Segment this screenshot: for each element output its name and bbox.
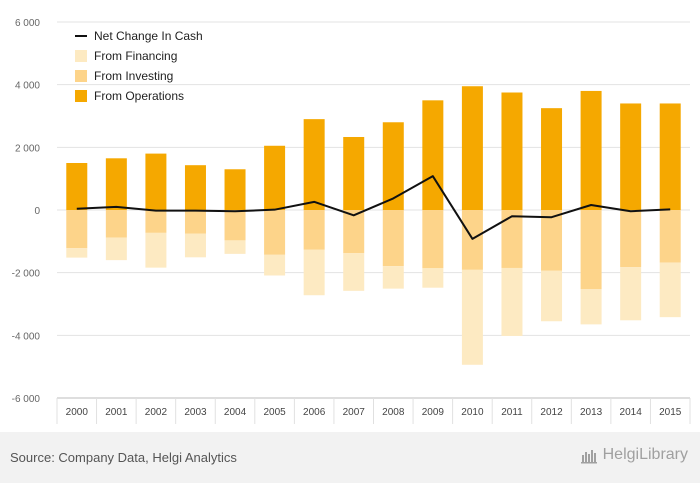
bar-from-investing [343, 210, 365, 254]
bar-from-operations [541, 108, 563, 210]
x-tick-label: 2013 [580, 407, 603, 418]
bar-from-investing [501, 210, 523, 268]
x-tick-label: 2015 [659, 407, 682, 418]
bar-from-investing [580, 210, 602, 290]
source-note: Source: Company Data, Helgi Analytics [10, 450, 237, 465]
bar-from-operations [659, 103, 681, 210]
bar-from-investing [105, 210, 127, 238]
bar-from-investing [461, 210, 483, 270]
bar-from-financing [541, 270, 563, 322]
net-change-polyline [76, 175, 671, 240]
y-tick-label: -6 000 [12, 394, 41, 405]
bar-from-financing [184, 233, 206, 258]
bar-from-financing [105, 237, 127, 261]
bar-from-investing [620, 210, 642, 268]
bar-from-financing [580, 289, 602, 325]
net-change-line [76, 175, 671, 240]
y-tick-label: 4 000 [15, 81, 40, 92]
bar-from-operations [501, 92, 523, 210]
legend-swatch [75, 70, 87, 82]
bar-from-operations [303, 119, 325, 210]
bar-from-investing [224, 210, 246, 241]
bar-from-investing [422, 210, 444, 269]
y-tick-label: -4 000 [12, 331, 41, 342]
bar-from-financing [501, 267, 523, 336]
bar-from-financing [620, 267, 642, 321]
legend-label: Net Change In Cash [94, 29, 203, 43]
bar-from-operations [105, 158, 127, 210]
bar-from-operations [264, 145, 286, 210]
bar-from-operations [184, 165, 206, 210]
bar-from-financing [224, 240, 246, 254]
x-tick-label: 2011 [501, 407, 523, 418]
bar-from-financing [422, 268, 444, 288]
bar-from-financing [343, 253, 365, 291]
x-tick-label: 2004 [224, 407, 247, 418]
bar-from-operations [461, 86, 483, 210]
x-tick-label: 2000 [66, 407, 89, 418]
bar-from-investing [659, 210, 681, 263]
x-tick-label: 2003 [184, 407, 207, 418]
x-axis: 2000 2001 2002 2003 2004 2005 2006 2007 2008 2009… [56, 397, 691, 424]
x-tick-label: 2001 [105, 407, 128, 418]
bar-from-investing [264, 210, 286, 255]
brand-name: HelgiLibrary [602, 446, 688, 463]
y-tick-label: 6 000 [15, 18, 40, 29]
x-tick-label: 2008 [382, 407, 405, 418]
bar-from-financing [66, 248, 88, 258]
x-tick-label: 2007 [343, 407, 366, 418]
bar-from-operations [66, 163, 88, 210]
bar-from-investing [541, 210, 563, 271]
x-tick-label: 2014 [620, 407, 643, 418]
brand-logo: HelgiLibrary [580, 446, 688, 464]
bar-from-financing [659, 262, 681, 318]
bar-from-financing [145, 232, 167, 268]
bars [66, 86, 681, 365]
legend-label: From Investing [94, 69, 173, 83]
x-tick-label: 2006 [303, 407, 326, 418]
bar-from-investing [303, 210, 325, 250]
legend: Net Change In Cash From Financing From Inv… [75, 29, 203, 103]
bar-from-investing [145, 210, 167, 233]
legend-label: From Financing [94, 49, 177, 63]
bar-from-investing [66, 210, 88, 249]
bar-from-operations [620, 103, 642, 210]
y-tick-label: 0 [34, 206, 40, 217]
bar-from-operations [382, 122, 404, 210]
bar-from-financing [303, 249, 325, 296]
x-tick-label: 2010 [461, 407, 484, 418]
x-tick-label: 2012 [540, 407, 563, 418]
x-tick-label: 2002 [145, 407, 168, 418]
bar-from-financing [461, 269, 483, 365]
bar-from-operations [580, 90, 602, 210]
bar-from-operations [422, 100, 444, 210]
legend-label: From Operations [94, 89, 184, 103]
library-logo-icon [580, 450, 597, 464]
bar-from-financing [264, 254, 286, 276]
y-tick-label: -2 000 [12, 269, 41, 280]
bar-from-financing [382, 266, 404, 289]
bar-from-investing [184, 210, 206, 234]
y-tick-label: 2 000 [15, 143, 40, 154]
legend-swatch [75, 50, 87, 62]
x-tick-label: 2009 [422, 407, 445, 418]
bar-from-operations [145, 153, 167, 210]
bar-from-operations [343, 136, 365, 210]
bar-from-investing [382, 210, 404, 267]
y-axis-ticks: -6 000 -4 000 -2 000 0 2 000 4 000 6 000 [12, 18, 41, 405]
legend-swatch [75, 90, 87, 102]
bar-from-operations [224, 169, 246, 210]
x-tick-label: 2005 [263, 407, 286, 418]
